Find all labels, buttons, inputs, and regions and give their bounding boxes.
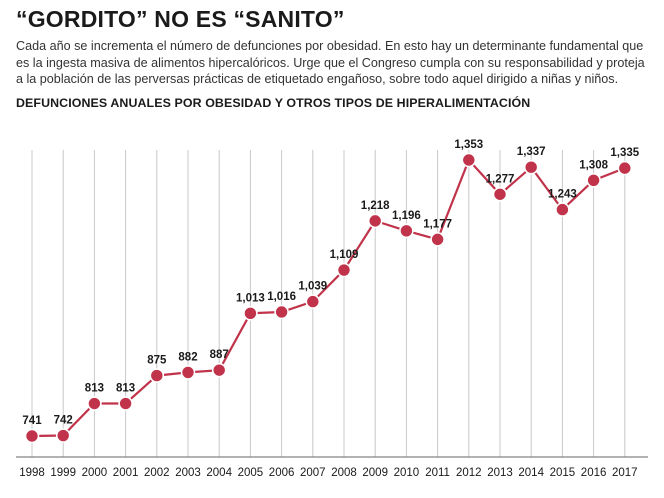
x-tick-labels: 1998 1999 2000 2001 2002 2003 2004 2005 2006 2007… [19, 467, 637, 479]
x-tick-label-2008: 2008 [331, 467, 357, 479]
headline: “GORDITO” NO ES “SANITO” [16, 6, 345, 32]
x-tick-label-1999: 1999 [50, 467, 76, 479]
data-points [24, 152, 633, 444]
data-label-2015: 1,243 [548, 189, 577, 201]
data-point-2009 [367, 213, 383, 229]
data-label-2007: 1,039 [298, 281, 327, 293]
data-label-2000: 813 [85, 383, 104, 395]
data-point-2001 [118, 396, 133, 411]
x-tick-label-2011: 2011 [425, 467, 450, 479]
x-tick-label-1998: 1998 [19, 467, 45, 479]
data-label-2013: 1,277 [486, 173, 515, 185]
x-tick-label-2001: 2001 [113, 467, 139, 479]
series-line [31, 157, 626, 438]
data-point-1998 [24, 428, 40, 444]
data-point-1999 [55, 428, 71, 443]
data-label-2011: 1,177 [423, 218, 452, 230]
x-tick-label-2004: 2004 [206, 467, 232, 479]
data-point-2006 [274, 304, 289, 320]
data-label-2003: 882 [178, 351, 197, 363]
data-point-2017 [617, 160, 633, 176]
data-label-2006: 1,016 [267, 291, 296, 303]
x-tick-label-2006: 2006 [269, 467, 295, 479]
data-point-2013 [492, 186, 508, 202]
x-tick-label-2012: 2012 [456, 467, 482, 479]
x-tick-label-2015: 2015 [550, 467, 576, 479]
x-tick-label-2002: 2002 [144, 467, 170, 479]
chart-title: DEFUNCIONES ANUALES POR OBESIDAD Y OTROS… [16, 96, 531, 110]
data-point-2003 [180, 365, 196, 380]
x-tick-label-2014: 2014 [518, 467, 544, 479]
data-point-2015 [555, 202, 570, 217]
series-line-layer [31, 157, 626, 438]
data-label-1998: 741 [22, 415, 42, 427]
data-point-2000 [87, 396, 102, 411]
x-tick-label-2013: 2013 [487, 467, 513, 479]
data-point-2005 [243, 306, 258, 321]
data-label-2002: 875 [147, 355, 167, 367]
data-label-2001: 813 [116, 383, 135, 395]
data-label-2017: 1,335 [610, 147, 639, 159]
x-tick-label-2017: 2017 [612, 467, 638, 479]
x-tick-label-2009: 2009 [362, 467, 388, 479]
data-label-2008: 1,109 [330, 249, 359, 261]
x-tick-label-2003: 2003 [175, 467, 201, 479]
data-point-2011 [430, 232, 445, 247]
data-point-2012 [461, 152, 477, 168]
data-point-2016 [586, 172, 601, 188]
x-tick-label-2005: 2005 [238, 467, 264, 479]
x-tick-label-2000: 2000 [82, 467, 108, 479]
data-point-2008 [336, 262, 352, 278]
data-point-2002 [149, 368, 165, 383]
data-label-2010: 1,196 [392, 210, 421, 222]
data-label-2014: 1,337 [517, 146, 546, 158]
gridlines [31, 150, 626, 457]
data-point-2010 [399, 223, 414, 239]
data-label-2012: 1,353 [454, 139, 483, 151]
data-label-2009: 1,218 [361, 200, 390, 212]
data-label-1999: 742 [54, 415, 73, 427]
x-tick-label-2010: 2010 [394, 467, 420, 479]
intro-paragraph: Cada año se incrementa el número de defu… [16, 39, 645, 86]
data-point-2014 [523, 159, 539, 175]
x-tick-label-2016: 2016 [581, 467, 607, 479]
data-point-2004 [211, 362, 227, 378]
data-label-2016: 1,308 [579, 159, 608, 171]
data-label-2005: 1,013 [236, 292, 265, 304]
data-label-2004: 887 [210, 349, 229, 361]
x-tick-label-2007: 2007 [300, 467, 326, 479]
data-point-2007 [305, 294, 321, 309]
